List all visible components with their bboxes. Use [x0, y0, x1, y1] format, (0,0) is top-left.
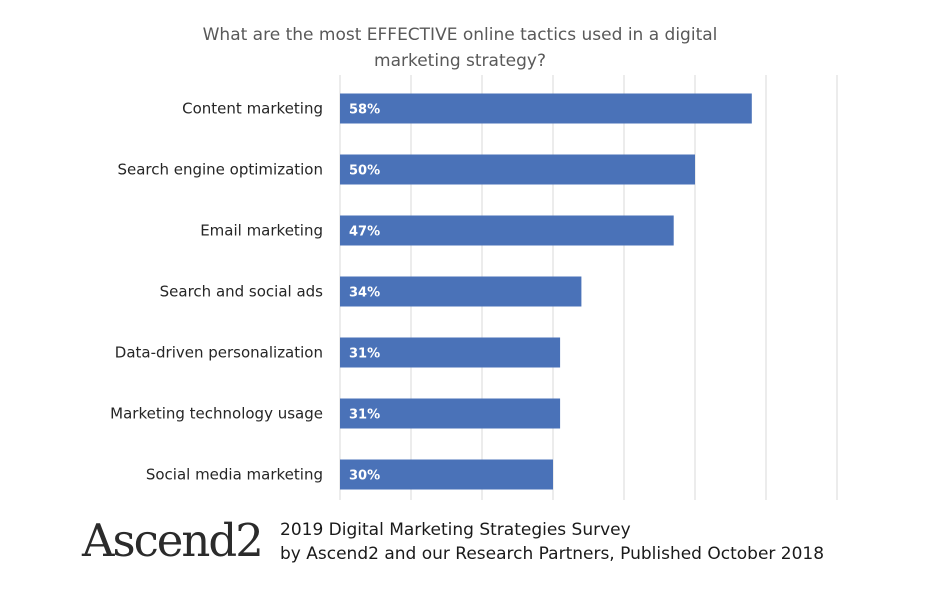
- bar-1: [340, 154, 695, 185]
- category-label-6: Social media marketing: [146, 466, 323, 484]
- ascend2-logo: Ascend2: [81, 514, 262, 567]
- bar-5: [340, 398, 561, 429]
- category-labels: Content marketing Search engine optimizat…: [110, 100, 323, 484]
- bar-3: [340, 276, 582, 307]
- chart-title-line-2: marketing strategy?: [374, 51, 546, 71]
- bar-2: [340, 215, 674, 246]
- chart-title-line-1: What are the most EFFECTIVE online tacti…: [203, 25, 718, 45]
- survey-credit-line-1: 2019 Digital Marketing Strategies Survey: [280, 520, 631, 540]
- survey-credit-line-2: by Ascend2 and our Research Partners, Pu…: [280, 544, 824, 564]
- bar-0: [340, 93, 752, 124]
- category-label-5: Marketing technology usage: [110, 405, 323, 423]
- category-label-3: Search and social ads: [160, 283, 324, 301]
- category-label-4: Data-driven personalization: [115, 344, 323, 362]
- category-label-2: Email marketing: [200, 222, 323, 240]
- footer: Ascend2 2019 Digital Marketing Strategie…: [81, 514, 824, 567]
- category-label-0: Content marketing: [182, 100, 323, 118]
- value-label-4: 31%: [349, 347, 380, 362]
- category-label-1: Search engine optimization: [117, 161, 323, 179]
- value-label-3: 34%: [349, 286, 380, 301]
- bars: [340, 93, 752, 490]
- value-label-2: 47%: [349, 225, 380, 240]
- value-label-6: 30%: [349, 469, 380, 484]
- bar-4: [340, 337, 561, 368]
- value-labels: 58% 50% 47% 34% 31% 31% 30%: [349, 103, 380, 484]
- value-label-5: 31%: [349, 408, 380, 423]
- chart-title: What are the most EFFECTIVE online tacti…: [203, 25, 718, 71]
- value-label-1: 50%: [349, 164, 380, 179]
- bar-6: [340, 459, 553, 490]
- value-label-0: 58%: [349, 103, 380, 118]
